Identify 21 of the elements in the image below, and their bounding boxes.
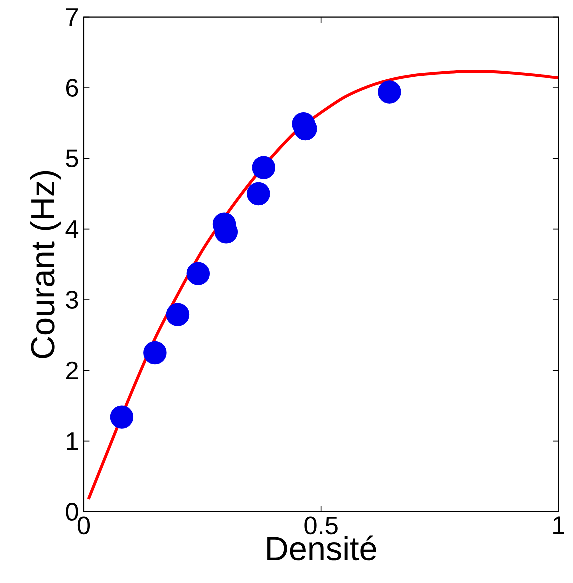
y-axis-title: Courant (Hz) <box>30 171 62 358</box>
x-tick-label: 0.5 <box>304 516 338 535</box>
point <box>110 406 134 429</box>
point <box>378 80 402 104</box>
y-tick-label: 0 <box>66 503 78 521</box>
x-tick-label: 1 <box>554 516 564 534</box>
y-tick-label: 6 <box>66 79 78 97</box>
point <box>144 341 167 365</box>
point <box>186 262 210 286</box>
point <box>166 303 190 326</box>
point <box>247 182 270 206</box>
y-tick-label: 7 <box>66 8 78 26</box>
y-tick-label: 5 <box>66 150 78 168</box>
line-series <box>87 70 559 501</box>
x-tick-label: 0 <box>78 516 90 535</box>
y-tick-label: 1 <box>67 432 78 450</box>
x-axis-title: Densité <box>268 536 376 561</box>
y-tick-label: 4 <box>66 220 79 238</box>
point <box>252 156 276 180</box>
y-tick-label: 3 <box>66 291 78 309</box>
y-tick-label: 2 <box>66 362 78 380</box>
